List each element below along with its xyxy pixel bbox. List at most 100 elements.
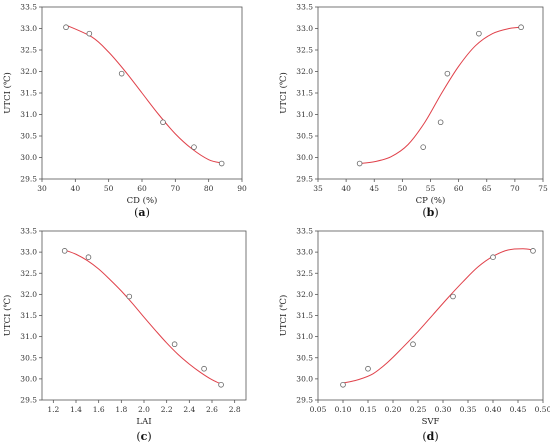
y-tick-label: 30.5 <box>20 353 37 362</box>
y-tick-label: 30.5 <box>296 132 313 141</box>
y-tick-label: 33.0 <box>20 24 37 33</box>
chart-panel-b: 35 40 45 50 55 60 65 70 75 29.5 30.0 30.5 31.0 31.5 32… <box>278 3 548 219</box>
y-tick-label: 32.0 <box>20 290 37 299</box>
data-point <box>490 254 496 260</box>
y-tick-label: 33.5 <box>296 227 313 236</box>
chart-panel-d: 0.05 0.10 0.15 0.20 0.25 0.30 0.35 0.40 0.45 0.50… <box>278 227 550 443</box>
data-point <box>476 30 482 37</box>
y-tick-label: 31.0 <box>296 110 313 119</box>
y-tick-label: 32.0 <box>296 290 313 299</box>
data-point <box>410 341 416 348</box>
x-tick-label: 75 <box>538 184 548 193</box>
y-tick-label: 30.0 <box>20 153 37 162</box>
y-tick-label: 31.5 <box>20 89 37 98</box>
x-tick-label: 0.20 <box>385 405 402 414</box>
data-point <box>530 248 536 254</box>
y-axis-label: UTCI (℃) <box>278 295 289 337</box>
y-tick-label: 33.0 <box>296 24 313 33</box>
x-tick-label: 0.25 <box>410 405 427 414</box>
panel-label-letter: a <box>138 206 145 219</box>
y-tick-label: 33.5 <box>296 3 313 12</box>
data-point <box>365 365 371 372</box>
x-tick-label: 50 <box>104 184 114 193</box>
data-point <box>356 160 363 167</box>
y-tick-label: 31.0 <box>20 332 37 341</box>
y-tick-label: 32.0 <box>296 67 313 76</box>
panel-label-open-paren: ( <box>136 430 140 443</box>
y-tick-label: 32.5 <box>20 46 37 55</box>
y-tick-label: 33.0 <box>20 248 37 257</box>
panel-label-close-paren: ) <box>147 430 151 443</box>
x-tick-label: 50 <box>398 184 408 193</box>
x-tick-label: 2.4 <box>183 405 195 414</box>
x-tick-label: 0.45 <box>510 405 527 414</box>
x-axis-label: CD (%) <box>127 195 158 206</box>
x-axis-label: CP (%) <box>416 195 446 206</box>
x-tick-label: 2.6 <box>206 405 218 414</box>
x-tick-label: 0.50 <box>535 405 550 414</box>
fit-curve <box>342 248 534 384</box>
x-tick-label: 55 <box>426 184 436 193</box>
y-tick-label: 31.5 <box>20 311 37 320</box>
x-tick-label: 60 <box>454 184 464 193</box>
x-tick-label: 90 <box>237 184 247 193</box>
panel-label-close-paren: ) <box>434 430 438 443</box>
data-point <box>437 119 444 126</box>
x-tick-label: 35 <box>313 184 323 193</box>
panel-label-open-paren: ( <box>422 430 426 443</box>
x-tick-label: 2.2 <box>161 405 173 414</box>
x-tick-label: 0.35 <box>460 405 477 414</box>
data-point <box>340 381 346 388</box>
x-tick-label: 40 <box>341 184 351 193</box>
x-tick-label: 45 <box>369 184 379 193</box>
y-tick-label: 30.0 <box>296 374 313 383</box>
panel-label: (a) <box>134 206 150 219</box>
y-tick-label: 31.5 <box>296 89 313 98</box>
chart-panel-c: 1.2 1.4 1.6 1.8 2.0 2.2 2.4 2.6 2.8 29.5 30.0 30.5 3… <box>2 227 247 443</box>
fit-curve <box>65 24 223 164</box>
x-tick-label: 0.30 <box>435 405 452 414</box>
panel-label-open-paren: ( <box>422 206 426 219</box>
data-point <box>201 365 207 372</box>
panel-label-letter: b <box>427 206 435 219</box>
x-tick-label: 1.4 <box>70 405 82 414</box>
x-tick-label: 80 <box>204 184 214 193</box>
y-tick-label: 30.5 <box>20 132 37 141</box>
y-tick-label: 32.0 <box>20 67 37 76</box>
y-tick-label: 31.5 <box>296 311 313 320</box>
data-point <box>420 144 426 150</box>
x-tick-label: 1.6 <box>93 405 105 414</box>
data-point <box>450 293 456 300</box>
x-tick-label: 65 <box>482 184 492 193</box>
data-point <box>160 119 166 126</box>
plot-frame <box>317 6 544 180</box>
panel-label: (c) <box>136 430 151 443</box>
y-tick-label: 33.0 <box>296 248 313 257</box>
y-tick-label: 33.5 <box>20 3 37 12</box>
y-axis-label: UTCI (℃) <box>2 72 13 114</box>
x-tick-label: 2.0 <box>138 405 150 414</box>
y-tick-label: 33.5 <box>20 227 37 236</box>
x-tick-label: 0.15 <box>360 405 377 414</box>
plot-frame <box>41 230 247 401</box>
data-point <box>126 293 133 300</box>
y-tick-label: 31.0 <box>296 332 313 341</box>
x-tick-label: 30 <box>37 184 47 193</box>
y-tick-label: 30.0 <box>296 153 313 162</box>
data-point <box>63 24 69 31</box>
y-tick-label: 32.5 <box>296 269 313 278</box>
panel-label: (d) <box>422 430 438 443</box>
y-axis-label: UTCI (℃) <box>278 72 289 114</box>
data-point <box>218 160 225 167</box>
panel-label-letter: d <box>427 430 435 443</box>
x-tick-label: 2.8 <box>229 405 241 414</box>
x-tick-label: 70 <box>171 184 181 193</box>
y-tick-label: 29.5 <box>20 396 37 405</box>
x-tick-label: 0.40 <box>485 405 502 414</box>
x-tick-label: 0.10 <box>335 405 352 414</box>
x-axis-label: SVF <box>422 417 440 427</box>
data-point <box>518 24 524 31</box>
y-tick-label: 30.0 <box>20 374 37 383</box>
data-point <box>86 30 93 37</box>
